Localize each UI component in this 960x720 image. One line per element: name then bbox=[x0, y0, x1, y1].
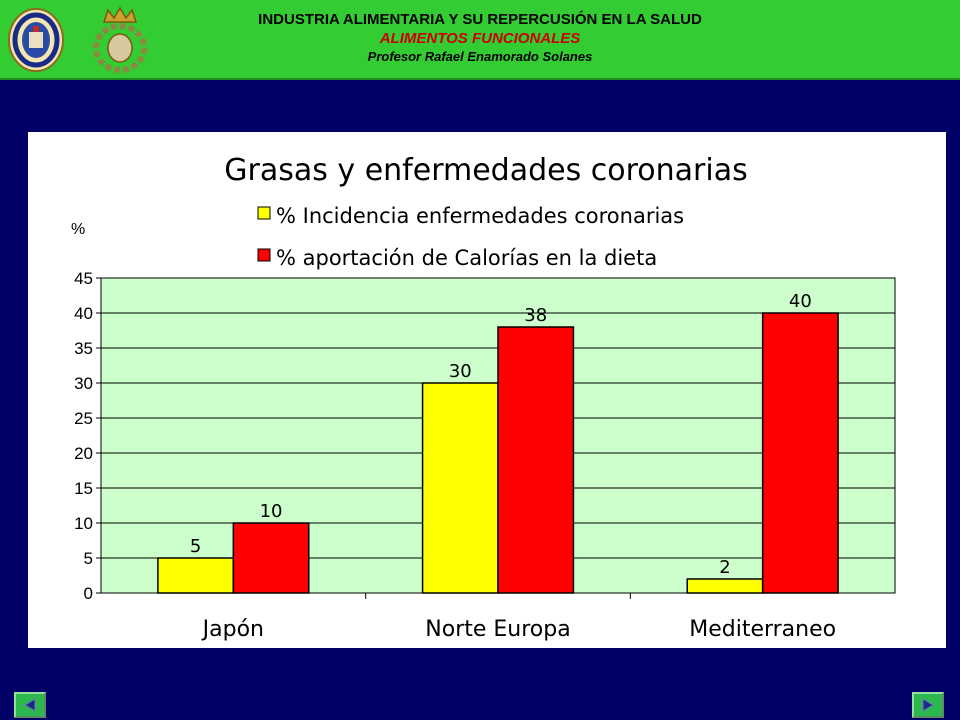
bar bbox=[232, 522, 310, 594]
y-tick-label: 5 bbox=[84, 549, 93, 568]
chart-title: Grasas y enfermedades coronarias bbox=[224, 153, 747, 188]
y-tick-label: 45 bbox=[74, 269, 93, 288]
bar bbox=[421, 382, 499, 594]
bar bbox=[686, 578, 764, 594]
slide-header: INDUSTRIA ALIMENTARIA Y SU REPERCUSIÓN E… bbox=[0, 0, 960, 80]
bar-chart: Grasas y enfermedades coronarias % Incid… bbox=[71, 153, 896, 642]
data-label: 2 bbox=[719, 557, 730, 578]
plot-area: 0 5 10 15 20 25 30 35 40 45 5 10 Japón 30 38 Norte Euro… bbox=[74, 269, 896, 642]
y-tick-label: 20 bbox=[74, 444, 93, 463]
legend-swatch-incidence bbox=[257, 206, 271, 220]
bar bbox=[157, 557, 235, 594]
data-label: 10 bbox=[260, 501, 283, 522]
bar bbox=[761, 312, 839, 594]
chart-panel: Grasas y enfermedades coronarias % Incid… bbox=[28, 132, 946, 648]
y-tick-label: 30 bbox=[74, 374, 93, 393]
y-tick-label: 15 bbox=[74, 479, 93, 498]
data-label: 38 bbox=[524, 305, 547, 326]
x-tick-label: Japón bbox=[201, 617, 264, 642]
y-tick-label: 10 bbox=[74, 514, 93, 533]
data-label: 5 bbox=[190, 536, 201, 557]
legend-label-calories: % aportación de Calorías en la dieta bbox=[276, 246, 657, 270]
header-titles: INDUSTRIA ALIMENTARIA Y SU REPERCUSIÓN E… bbox=[230, 11, 730, 65]
previous-slide-button[interactable] bbox=[14, 692, 46, 718]
arrow-right-icon bbox=[922, 698, 934, 712]
data-label: 40 bbox=[789, 291, 812, 312]
arrow-left-icon bbox=[24, 698, 36, 712]
author-name: Profesor Rafael Enamorado Solanes bbox=[367, 49, 593, 64]
next-slide-button[interactable] bbox=[912, 692, 944, 718]
y-tick-label: 40 bbox=[74, 304, 93, 323]
course-title: INDUSTRIA ALIMENTARIA Y SU REPERCUSIÓN E… bbox=[258, 11, 702, 28]
data-label: 30 bbox=[449, 361, 472, 382]
topic-title: ALIMENTOS FUNCIONALES bbox=[379, 30, 581, 47]
x-tick-label: Norte Europa bbox=[425, 617, 570, 642]
university-seal-icon bbox=[8, 8, 64, 72]
crown-wreath-icon bbox=[93, 6, 147, 73]
y-tick-label: 35 bbox=[74, 339, 93, 358]
x-tick-label: Mediterraneo bbox=[689, 617, 836, 642]
y-tick-label: 0 bbox=[84, 584, 93, 603]
bar bbox=[497, 326, 575, 594]
legend-label-incidence: % Incidencia enfermedades coronarias bbox=[276, 204, 684, 228]
y-tick-label: 25 bbox=[74, 409, 93, 428]
legend-swatch-calories bbox=[257, 248, 271, 262]
y-axis-unit: % bbox=[71, 221, 85, 238]
